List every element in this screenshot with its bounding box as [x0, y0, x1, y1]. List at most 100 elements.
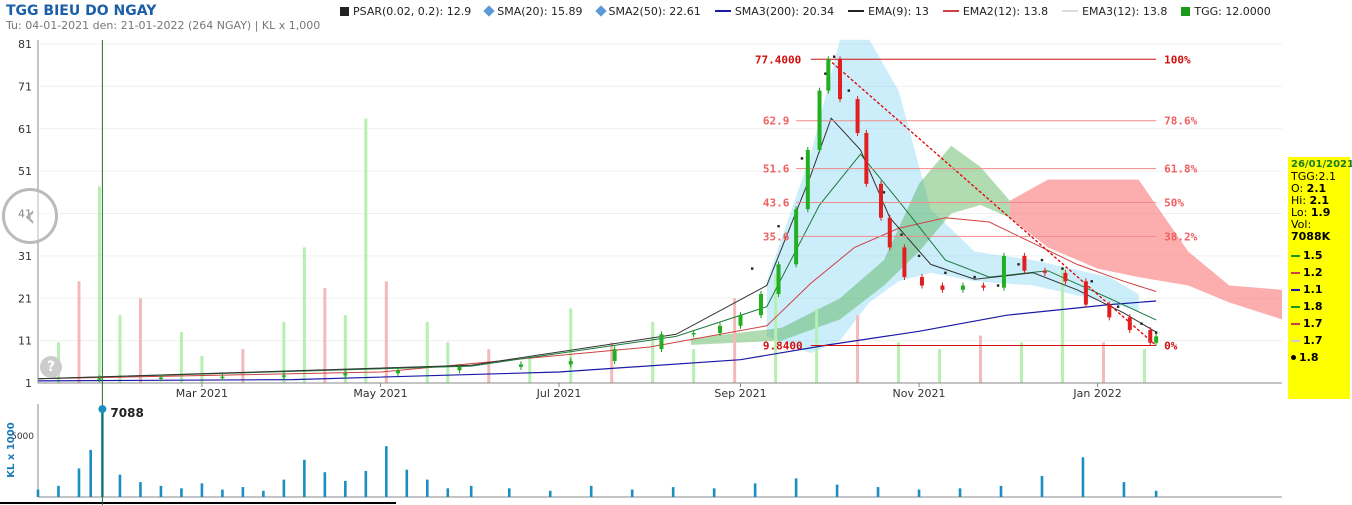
volume-bar-main: [979, 335, 983, 383]
legend-item[interactable]: TGG: 12.0000: [1181, 3, 1271, 19]
volume-bar-main: [1060, 267, 1064, 383]
volume-bar: [344, 480, 347, 497]
legend-item[interactable]: EMA(9): 13: [848, 3, 929, 19]
volume-bar: [446, 488, 450, 497]
volume-overlay: [56, 118, 1146, 383]
volume-bar: [89, 449, 92, 497]
legend-item[interactable]: SMA(20): 15.89: [483, 3, 583, 19]
candle-body: [158, 377, 163, 379]
candle-body: [794, 209, 799, 265]
volume-bar: [589, 485, 593, 497]
marker-value: 1.5: [1303, 249, 1323, 262]
psar-dot: [1154, 331, 1158, 334]
candle-body: [887, 217, 892, 248]
cloud-green: [690, 145, 1010, 345]
indicator-lines: [37, 55, 1158, 382]
volume-bar: [323, 472, 327, 497]
volume-bar: [262, 490, 265, 497]
legend-item[interactable]: SMA3(200): 20.34: [714, 3, 835, 19]
legend-item[interactable]: EMA3(12): 13.8: [1062, 3, 1167, 19]
legend-label: PSAR(0.02, 0.2): 12.9: [353, 4, 472, 18]
y-tick-label: 21: [18, 292, 32, 305]
volume-bar-main: [200, 355, 204, 383]
candle-body: [960, 285, 965, 290]
fib-pct-label: 78.6%: [1164, 115, 1197, 128]
candle-body: [919, 277, 924, 286]
volume-bar: [548, 490, 552, 497]
chart-subtitle: Tu: 04-01-2021 den: 21-01-2022 (264 NGAY…: [6, 19, 321, 32]
ichimoku-clouds: [690, 39, 1282, 354]
info-marker: 1.1: [1291, 281, 1347, 298]
y-tick-label: 81: [18, 38, 32, 51]
candle-body: [855, 99, 860, 133]
fib-value-label: 43.6: [763, 196, 790, 209]
info-panel: 26/01/2021 TGG:2.1 O: 2.1 Hi: 2.1 Lo: 1.…: [1288, 157, 1352, 399]
legend-swatch: [483, 5, 495, 17]
candle-body: [718, 325, 723, 333]
psar-dot: [944, 271, 947, 275]
candle-body: [1148, 330, 1153, 343]
info-marker: 1.7: [1291, 315, 1347, 332]
marker-value: 1.8: [1299, 351, 1319, 364]
volume-bar: [1122, 482, 1126, 497]
previous-arrow-icon[interactable]: ‹: [2, 188, 58, 244]
volume-bar-main: [897, 342, 901, 383]
y-tick-label: 11: [18, 335, 32, 348]
fibonacci-retracement: 100% 78.6% 62.9 61.8% 51.6 50% 43.6 38.2% 35.6 0%…: [755, 53, 1198, 352]
psar-dot: [847, 89, 850, 92]
legend-label: SMA3(200): 20.34: [734, 4, 835, 18]
legend-item[interactable]: PSAR(0.02, 0.2): 12.9: [340, 3, 471, 19]
y-tick-label: 51: [18, 165, 32, 178]
marker-swatch: [1291, 339, 1300, 342]
candle-body: [97, 378, 102, 380]
help-icon[interactable]: ?: [40, 356, 62, 378]
candle-body: [612, 349, 617, 361]
marker-value: 1.2: [1303, 266, 1323, 279]
x-tick-label: Sep 2021: [714, 387, 766, 400]
psar-dot: [832, 55, 836, 58]
volume-bar-main: [77, 281, 81, 383]
fib-pct-label: 61.8%: [1164, 163, 1197, 176]
marker-swatch: [1291, 355, 1296, 360]
info-symbol: TGG:2.1: [1291, 170, 1336, 183]
legend-swatch: [942, 10, 959, 12]
psar-dot: [882, 191, 886, 194]
volume-bar: [303, 459, 306, 497]
legend-item[interactable]: EMA2(12): 13.8: [942, 3, 1049, 19]
candle-body: [817, 90, 822, 150]
volume-bar: [385, 446, 388, 497]
psar-dot: [1040, 258, 1044, 262]
psar-dot: [1116, 305, 1120, 308]
chart-title: TGG BIEU DO NGAY: [6, 3, 157, 19]
volume-bar-main: [569, 308, 573, 383]
legend-swatch: [340, 6, 349, 16]
info-marker: 1.7: [1291, 332, 1347, 349]
info-marker: 1.8: [1291, 298, 1347, 315]
candle-body: [1083, 281, 1088, 305]
volume-bar: [712, 488, 716, 497]
candle-body: [864, 132, 869, 184]
marker-swatch: [1291, 288, 1300, 291]
volume-bar: [221, 489, 224, 497]
volume-bar: [630, 489, 634, 497]
psar-dot: [800, 157, 804, 160]
volume-bar: [753, 483, 757, 497]
volume-bar: [57, 485, 60, 497]
volume-bar: [200, 483, 204, 497]
candle-body: [940, 285, 945, 290]
volume-bar: [118, 474, 122, 497]
candle-body: [805, 149, 810, 210]
psar-dot: [1017, 263, 1020, 266]
candle-body: [518, 364, 523, 367]
volume-bar: [241, 487, 245, 497]
volume-bar-main: [282, 321, 286, 383]
volume-bar-main: [692, 349, 696, 383]
candle-body: [1022, 255, 1027, 271]
legend-item[interactable]: SMA2(50): 22.61: [594, 3, 701, 19]
candle-body: [776, 264, 781, 295]
marker-value: 1.1: [1303, 283, 1323, 296]
candle-body: [281, 375, 286, 377]
marker-swatch: [1291, 305, 1300, 308]
legend-label: EMA2(12): 13.8: [962, 4, 1049, 18]
